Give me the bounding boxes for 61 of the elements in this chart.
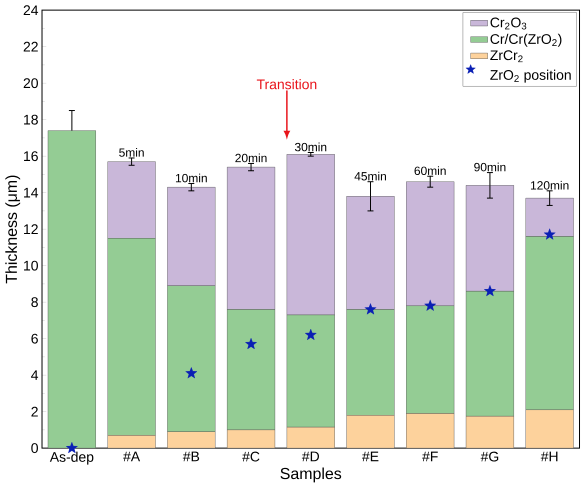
bar [406, 182, 454, 306]
legend-label: ZrO$_{2}$ position [490, 70, 571, 83]
bar [466, 291, 514, 417]
annotation: 45min [354, 172, 386, 181]
y-tick-label: 16 [24, 151, 38, 162]
y-tick-label: 22 [24, 42, 38, 52]
bar [167, 187, 216, 286]
bar [167, 432, 216, 448]
x-tick-label: #C [242, 452, 260, 462]
legend-label: ZrCr$_{2}$ [490, 50, 523, 62]
bar [346, 196, 395, 310]
annotation: 60min [414, 166, 446, 176]
bar [346, 415, 394, 448]
x-tick-label: #B [182, 452, 200, 462]
y-tick-label: 4 [31, 370, 38, 380]
y-tick-label: 10 [24, 260, 38, 271]
y-tick-label: 20 [24, 78, 38, 88]
annotation: 30min [294, 142, 326, 152]
bar [406, 414, 454, 448]
bar [226, 167, 276, 310]
annotation: 5min [119, 148, 144, 157]
annotation: 120min [530, 181, 568, 190]
bar [108, 436, 156, 448]
legend-label: Cr/Cr(ZrO$_{2}$) [490, 34, 562, 47]
bar [286, 427, 335, 448]
bar [227, 430, 275, 448]
y-tick-label: 2 [31, 406, 38, 417]
y-tick-label: 14 [24, 188, 38, 198]
bar [466, 185, 514, 292]
x-tick-label: #H [540, 452, 558, 462]
bar [167, 286, 216, 432]
y-tick-label: 24 [24, 5, 38, 16]
annotation: Transition [256, 79, 316, 90]
bar [526, 236, 574, 410]
annotation: 20min [235, 154, 267, 162]
bar [48, 130, 96, 448]
x-tick-label: #D [302, 452, 320, 462]
y-axis-title: Thickness (μm) [5, 176, 20, 284]
y-tick-label: 8 [31, 297, 38, 308]
annotation: 90min [474, 162, 506, 172]
bar [406, 306, 454, 414]
bar [108, 162, 156, 239]
x-axis-title: Samples [280, 468, 342, 483]
y-tick-label: 6 [31, 334, 38, 344]
bar [526, 410, 574, 448]
bar [108, 238, 156, 436]
bar [466, 416, 514, 448]
y-tick-label: 18 [24, 114, 38, 125]
annotation: 10min [176, 174, 207, 182]
legend-label: Cr$_{2}$O$_{3}$ [490, 18, 526, 30]
y-tick-label: 12 [24, 224, 38, 234]
bar [226, 309, 276, 430]
bar [346, 309, 395, 416]
x-tick-label: #E [362, 452, 378, 462]
bar [286, 314, 335, 428]
x-tick-label: #A [123, 452, 140, 462]
x-tick-label: #G [480, 452, 498, 462]
y-tick-label: 0 [31, 443, 38, 454]
x-tick-label: As-dep [50, 452, 94, 465]
bar [286, 154, 335, 316]
x-tick-label: #F [422, 452, 438, 462]
